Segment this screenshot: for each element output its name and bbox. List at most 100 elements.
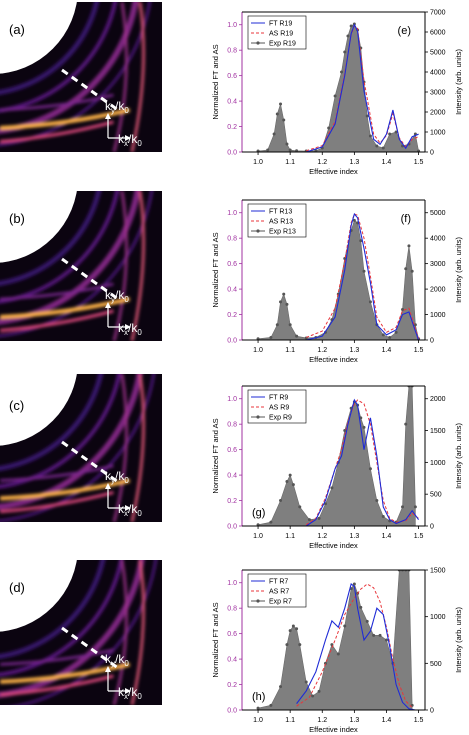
panel-label: (e) bbox=[398, 25, 411, 37]
kspace-image: ky/k0 kx/k0 bbox=[0, 374, 162, 522]
exp-point bbox=[349, 24, 353, 28]
x-tick-label: 1.0 bbox=[253, 533, 263, 540]
x-tick-label: 1.4 bbox=[382, 533, 392, 540]
exp-point bbox=[343, 624, 347, 628]
legend-label: Exp R19 bbox=[269, 41, 296, 48]
right-tick-label: 2000 bbox=[430, 396, 446, 403]
x-tick-label: 1.0 bbox=[253, 717, 263, 724]
left-tick-label: 0.8 bbox=[227, 236, 237, 243]
ky-axis-label: ky/k0 bbox=[105, 469, 129, 485]
legend-label: AS R7 bbox=[269, 589, 289, 596]
kspace-band bbox=[0, 648, 114, 666]
x-tick-label: 1.5 bbox=[414, 533, 424, 540]
kspace-streak bbox=[130, 2, 146, 152]
kx-axis-label: kx/k0 bbox=[118, 502, 142, 518]
right-tick-label: 3000 bbox=[430, 90, 446, 97]
kspace-image: ky/k0 kx/k0 bbox=[0, 2, 162, 152]
exp-point bbox=[359, 239, 363, 243]
x-tick-label: 1.4 bbox=[382, 717, 392, 724]
kspace-streak bbox=[130, 374, 146, 522]
ft-series-line bbox=[306, 23, 419, 152]
exp-point bbox=[368, 300, 372, 304]
right-tick-label: 1000 bbox=[430, 130, 446, 137]
kspace-band bbox=[0, 478, 131, 501]
kspace-image: ky/k0 kx/k0 bbox=[0, 191, 162, 341]
kspace-disc bbox=[0, 560, 77, 632]
exp-point bbox=[381, 514, 385, 518]
exp-point bbox=[298, 505, 302, 509]
x-tick-label: 1.1 bbox=[285, 717, 295, 724]
exp-point bbox=[381, 333, 385, 337]
right-axis-label: Intensity (arb. units) bbox=[454, 607, 463, 673]
x-axis-label: Effective index bbox=[309, 167, 358, 176]
exp-point bbox=[275, 323, 279, 327]
kx-axis-label: kx/k0 bbox=[118, 321, 142, 337]
exp-point bbox=[298, 643, 302, 647]
left-axis-label: Normalized FT and AS bbox=[211, 232, 220, 307]
x-tick-label: 1.3 bbox=[350, 717, 360, 724]
legend-label: FT R7 bbox=[269, 579, 288, 586]
right-tick-label: 1000 bbox=[430, 460, 446, 467]
exp-point bbox=[375, 499, 379, 503]
kspace-disc bbox=[0, 374, 77, 446]
x-tick-label: 1.2 bbox=[317, 717, 327, 724]
exp-point bbox=[372, 633, 376, 637]
exp-point bbox=[295, 334, 299, 338]
ky-axis-label: ky/k0 bbox=[105, 652, 129, 668]
exp-point bbox=[272, 132, 276, 136]
exp-point bbox=[279, 685, 283, 689]
exp-point bbox=[346, 34, 350, 38]
legend-label: Exp R7 bbox=[269, 599, 292, 606]
spectrum-chart: 1.0 1.1 1.2 1.3 1.4 1.5 Effective index 0.0 0.2 0… bbox=[195, 376, 469, 551]
exp-point bbox=[288, 473, 292, 477]
right-tick-label: 1000 bbox=[430, 312, 446, 319]
right-tick-label: 4000 bbox=[430, 236, 446, 243]
left-tick-label: 0.8 bbox=[227, 606, 237, 613]
exp-point bbox=[362, 269, 366, 273]
right-tick-label: 6000 bbox=[430, 30, 446, 37]
exp-point bbox=[394, 130, 398, 134]
exp-point bbox=[359, 605, 363, 609]
exp-point bbox=[317, 516, 321, 520]
exp-point bbox=[343, 257, 347, 261]
exp-point bbox=[256, 149, 260, 152]
exp-point bbox=[317, 689, 321, 693]
kspace-band bbox=[0, 120, 114, 143]
exp-point bbox=[288, 629, 292, 633]
exp-point bbox=[368, 134, 372, 138]
legend-marker bbox=[256, 229, 260, 233]
exp-point bbox=[256, 706, 260, 710]
exp-point bbox=[343, 429, 347, 433]
exp-point bbox=[275, 112, 279, 116]
exp-point bbox=[336, 652, 340, 656]
kspace-band bbox=[0, 309, 114, 332]
legend-marker bbox=[256, 41, 260, 45]
panel-label: (a) bbox=[9, 22, 25, 37]
ft-series-line bbox=[306, 212, 420, 340]
exp-point bbox=[323, 661, 327, 665]
left-tick-label: 0.2 bbox=[227, 498, 237, 505]
left-tick-label: 0.2 bbox=[227, 682, 237, 689]
x-tick-label: 1.2 bbox=[317, 533, 327, 540]
exp-point bbox=[407, 244, 411, 248]
exp-point bbox=[404, 267, 408, 271]
kspace-image: ky/k0 kx/k0 bbox=[0, 560, 162, 705]
right-tick-label: 500 bbox=[430, 661, 442, 668]
legend-label: FT R13 bbox=[269, 209, 292, 216]
kx-arrowhead bbox=[125, 688, 131, 694]
exp-point bbox=[291, 624, 295, 628]
x-tick-label: 1.0 bbox=[253, 159, 263, 166]
exp-area bbox=[257, 219, 419, 340]
x-tick-label: 1.5 bbox=[414, 159, 424, 166]
left-tick-label: 0.0 bbox=[227, 150, 237, 157]
right-tick-label: 0 bbox=[430, 150, 434, 157]
legend-label: FT R19 bbox=[269, 21, 292, 28]
right-tick-label: 3000 bbox=[430, 261, 446, 268]
panel-label: (b) bbox=[9, 211, 25, 226]
kspace-streak bbox=[112, 560, 128, 705]
as-series-line bbox=[306, 25, 419, 152]
right-tick-label: 5000 bbox=[430, 50, 446, 57]
x-tick-label: 1.2 bbox=[317, 159, 327, 166]
exp-point bbox=[388, 335, 392, 339]
exp-point bbox=[362, 425, 366, 429]
